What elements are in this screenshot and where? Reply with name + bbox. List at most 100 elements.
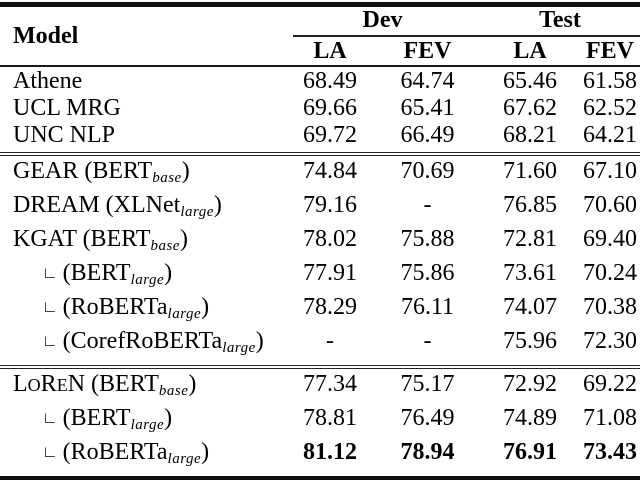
model-size-subscript: base: [158, 383, 189, 399]
metric-value: 75.88: [400, 226, 455, 252]
indent-corner-icon: ∟: [42, 333, 58, 350]
metric-value: 72.92: [503, 371, 557, 397]
metric-value: 69.22: [583, 371, 637, 397]
metric-value: 78.29: [303, 294, 357, 320]
model-name: Athene: [13, 68, 83, 94]
metric-value: 70.69: [400, 158, 455, 184]
column-group-test: Test: [539, 7, 581, 33]
metric-value: 76.11: [400, 294, 455, 320]
metric-value: -: [423, 328, 432, 354]
column-header-test-fev: FEV: [586, 38, 634, 64]
table-row: KGAT (BERTbase) 78.02 75.88 72.81 69.40: [0, 226, 640, 260]
indent-corner-icon: ∟: [42, 299, 58, 316]
model-name: KGAT (BERTbase): [13, 226, 188, 254]
model-size-subscript: large: [130, 272, 165, 288]
table-row: GEAR (BERTbase) 74.84 70.69 71.60 67.10: [0, 158, 640, 192]
model-name: ∟ (BERTlarge): [42, 405, 173, 433]
table-row: UNC NLP 69.72 66.49 68.21 64.21: [0, 122, 640, 149]
table-row: LOREN (BERTbase) 77.34 75.17 72.92 69.22: [0, 371, 640, 405]
model-name: ∟ (CorefRoBERTalarge): [42, 328, 264, 356]
model-name: ∟ (RoBERTalarge): [42, 294, 210, 322]
metric-value: 76.85: [503, 192, 557, 218]
metric-value: -: [326, 328, 334, 354]
model-name: GEAR (BERTbase): [13, 158, 190, 186]
table-row: ∟ (RoBERTalarge) 78.29 76.11 74.07 70.38: [0, 294, 640, 328]
table-row: Athene 68.49 64.74 65.46 61.58: [0, 68, 640, 95]
metric-value: 64.74: [400, 68, 455, 94]
model-size-subscript: base: [150, 238, 180, 254]
table-row: UCL MRG 69.66 65.41 67.62 62.52: [0, 95, 640, 122]
metric-value: 69.40: [583, 226, 637, 252]
model-size-subscript: base: [152, 170, 182, 186]
metric-value: 76.91: [503, 439, 557, 465]
table-row: ∟ (RoBERTalarge) 81.12 78.94 76.91 73.43: [0, 439, 640, 473]
table-row: DREAM (XLNetlarge) 79.16 - 76.85 70.60: [0, 192, 640, 226]
model-size-subscript: large: [180, 204, 214, 220]
column-group-dev: Dev: [362, 7, 403, 33]
metric-value: 65.41: [400, 95, 455, 121]
metric-value: 71.60: [503, 158, 557, 184]
metric-value: 76.49: [400, 405, 455, 431]
metric-value: 72.30: [583, 328, 637, 354]
metric-value: 66.49: [400, 122, 455, 148]
indent-corner-icon: ∟: [42, 410, 58, 427]
metric-value: 72.81: [503, 226, 557, 252]
model-name: DREAM (XLNetlarge): [13, 192, 222, 220]
metric-value: 64.21: [583, 122, 637, 148]
model-name: LOREN (BERTbase): [13, 371, 197, 399]
metric-value: 69.66: [303, 95, 357, 121]
metric-value: 67.62: [503, 95, 557, 121]
model-name: UNC NLP: [13, 122, 116, 148]
column-header-dev-fev: FEV: [403, 38, 452, 64]
model-name: UCL MRG: [13, 95, 121, 121]
metric-value: 67.10: [583, 158, 637, 184]
metric-value: 79.16: [303, 192, 357, 218]
metric-value: 81.12: [303, 439, 357, 465]
metric-value: 74.84: [303, 158, 357, 184]
metric-value: 78.81: [303, 405, 357, 431]
column-header-model: Model: [13, 22, 79, 49]
model-name: ∟ (RoBERTalarge): [42, 439, 210, 467]
metric-value: 65.46: [503, 68, 557, 94]
metric-value: 78.02: [303, 226, 357, 252]
metric-value: 78.94: [400, 439, 455, 465]
metric-value: 75.17: [400, 371, 455, 397]
loren-models-block: LOREN (BERTbase) 77.34 75.17 72.92 69.22 ∟(…: [0, 370, 640, 475]
section-divider-rule: [0, 365, 640, 369]
metric-value: 74.89: [503, 405, 557, 431]
metric-value: -: [423, 192, 432, 218]
metric-value: 69.72: [303, 122, 357, 148]
metric-value: 68.49: [303, 68, 357, 94]
table-header: Model Dev Test LA FEV LA FEV: [0, 7, 640, 65]
model-name: ∟ (BERTlarge): [42, 260, 173, 288]
metric-value: 68.21: [503, 122, 557, 148]
indent-corner-icon: ∟: [42, 444, 58, 461]
metric-value: 73.43: [583, 439, 637, 465]
table-row: ∟ (BERTlarge) 77.91 75.86 73.61 70.24: [0, 260, 640, 294]
header-mid-rule: [293, 35, 640, 37]
model-size-subscript: large: [167, 306, 202, 322]
metric-value: 71.08: [583, 405, 637, 431]
column-header-test-la: LA: [513, 38, 547, 64]
metric-value: 62.52: [583, 95, 637, 121]
model-size-subscript: large: [130, 417, 165, 433]
table-bottom-rule: [0, 476, 640, 480]
metric-value: 73.61: [503, 260, 557, 286]
metric-value: 75.86: [400, 260, 455, 286]
table-row: ∟ (CorefRoBERTalarge) - - 75.96 72.30: [0, 328, 640, 362]
metric-value: 77.91: [303, 260, 357, 286]
model-size-subscript: large: [167, 451, 202, 467]
section-divider-rule: [0, 152, 640, 156]
baseline-systems-block: Athene 68.49 64.74 65.46 61.58 UCL MRG 69.6…: [0, 67, 640, 151]
table-row: ∟ (BERTlarge) 78.81 76.49 74.89 71.08: [0, 405, 640, 439]
metric-value: 70.60: [583, 192, 637, 218]
metric-value: 70.38: [583, 294, 637, 320]
metric-value: 75.96: [503, 328, 557, 354]
metric-value: 74.07: [503, 294, 557, 320]
model-size-subscript: large: [222, 340, 256, 356]
metric-value: 77.34: [303, 371, 357, 397]
indent-corner-icon: ∟: [42, 265, 58, 282]
table-top-rule: [0, 2, 640, 7]
header-bottom-rule: [0, 65, 640, 67]
